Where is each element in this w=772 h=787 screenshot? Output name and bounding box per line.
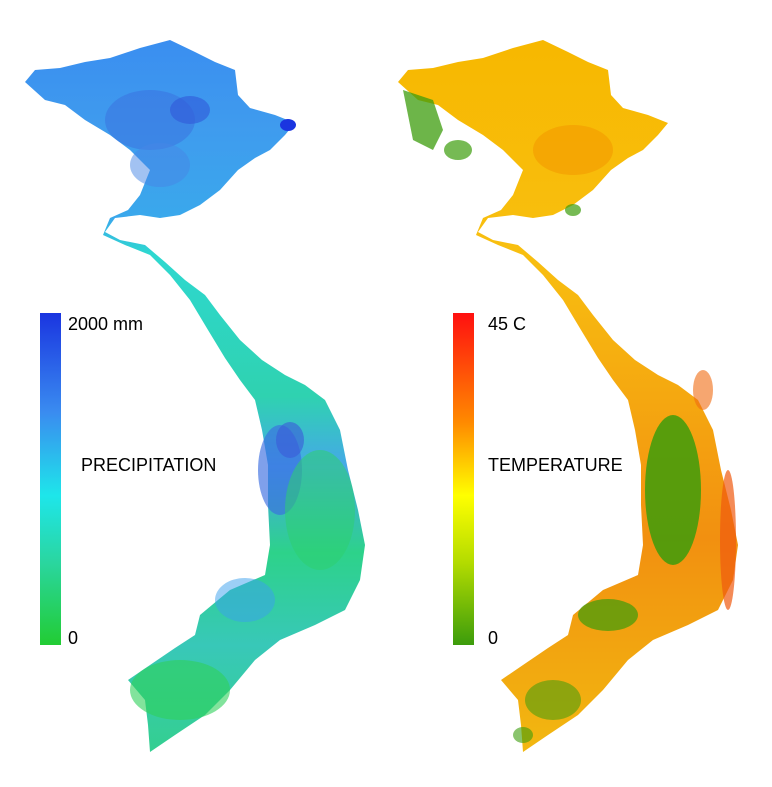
temperature-max-label: 45 C — [488, 314, 527, 334]
precipitation-colorbar — [40, 313, 61, 645]
precipitation-map — [25, 40, 365, 752]
temperature-title: TEMPERATURE — [488, 455, 623, 475]
temperature-min-label: 0 — [488, 628, 499, 648]
temperature-map — [398, 40, 738, 752]
precipitation-title: PRECIPITATION — [81, 455, 217, 475]
temperature-colorbar — [453, 313, 474, 645]
precipitation-max-label: 2000 mm — [68, 314, 144, 334]
precipitation-min-label: 0 — [68, 628, 79, 648]
